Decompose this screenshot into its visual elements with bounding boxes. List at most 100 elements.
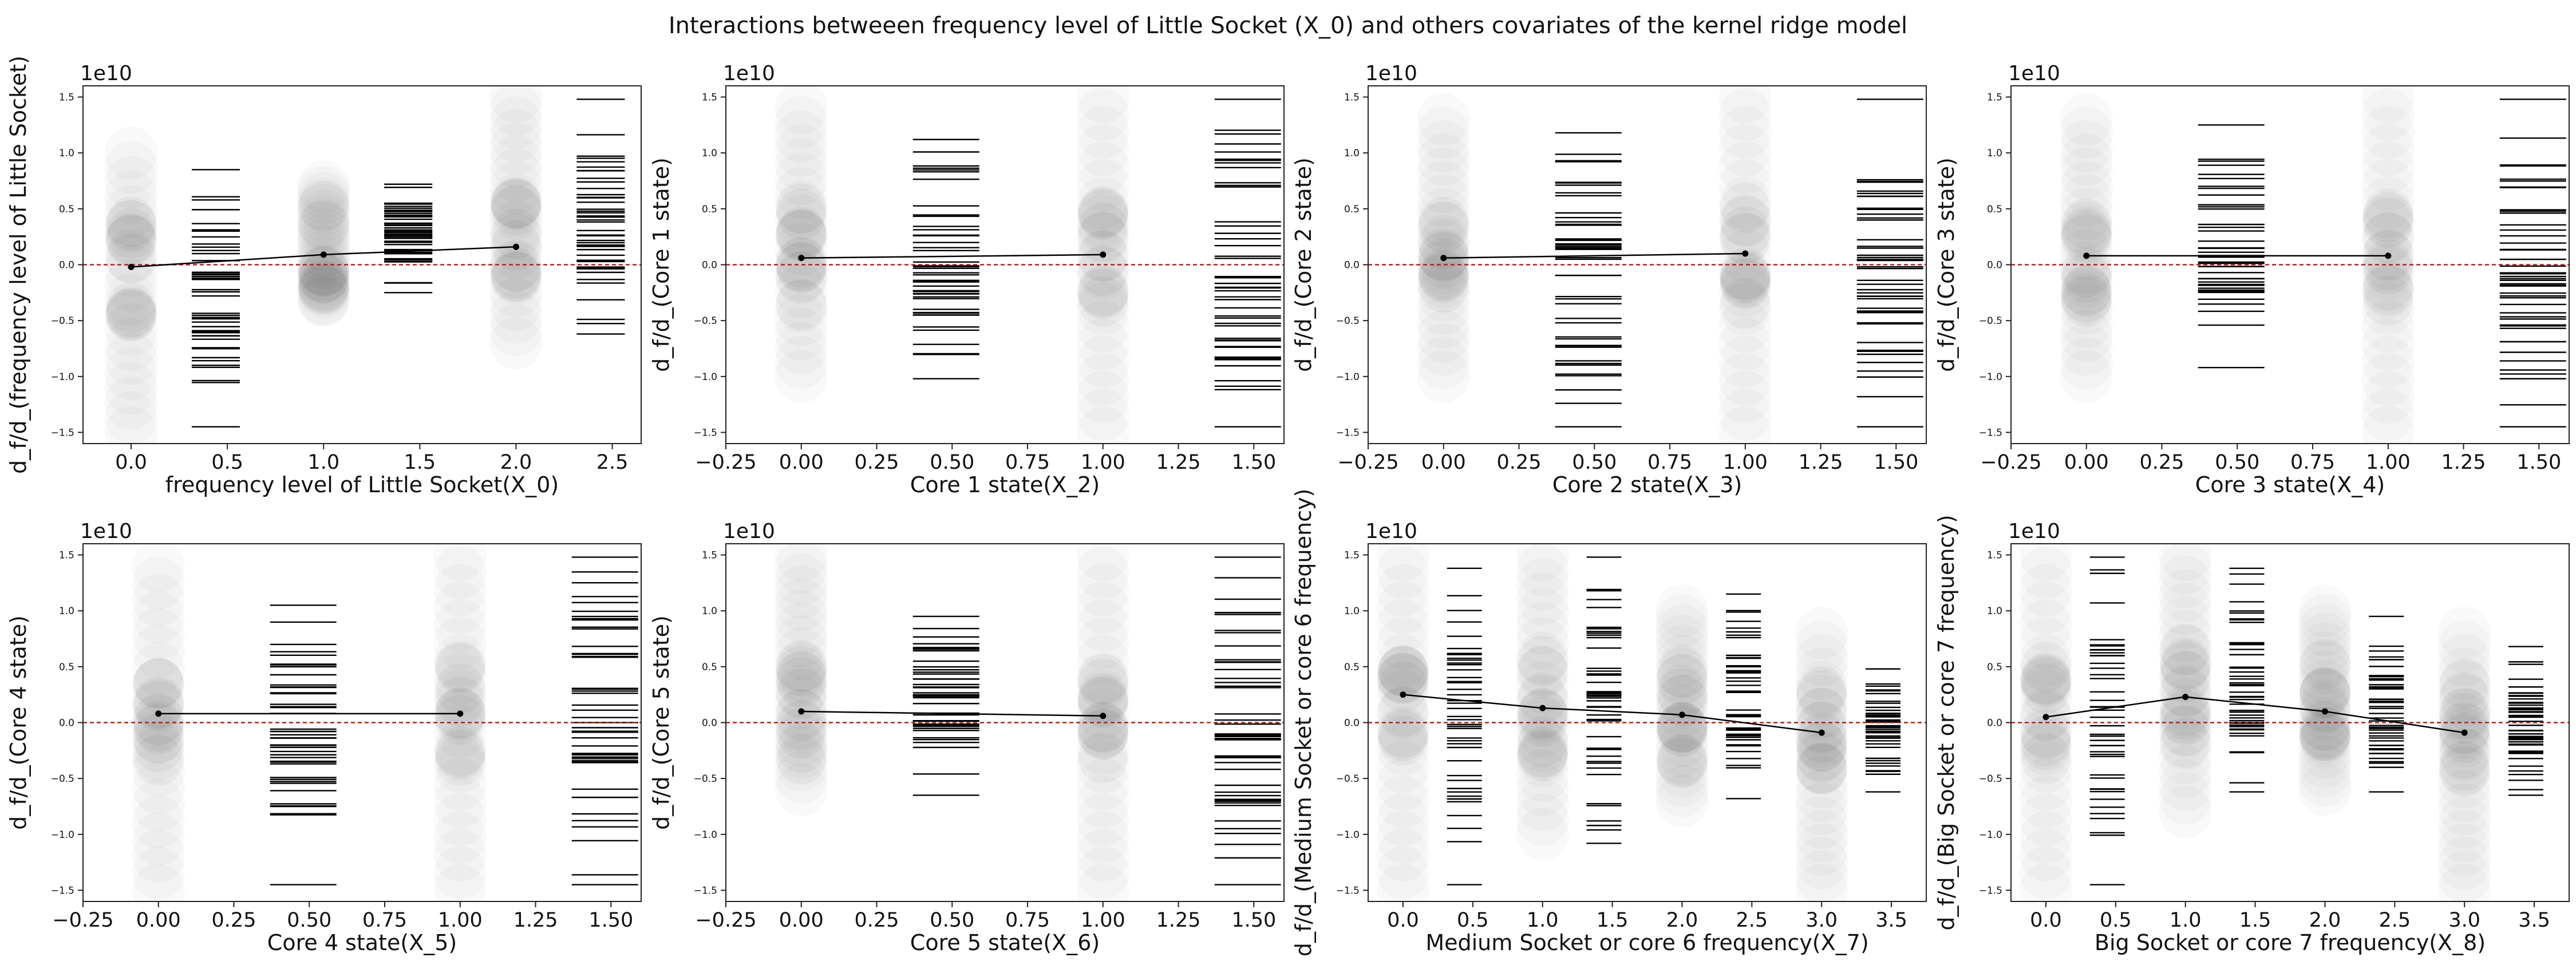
y-tick-label: 1.0 <box>59 148 74 159</box>
scatter-point <box>491 208 542 259</box>
y-tick-label: −1.5 <box>1336 427 1360 438</box>
x-tick-label: 1.50 <box>2516 451 2561 474</box>
mean-point <box>1100 713 1107 719</box>
mean-line <box>801 710 1103 717</box>
scatter-point <box>2020 654 2071 705</box>
scatter-point <box>1720 249 1771 300</box>
scatter-point <box>1077 268 1128 319</box>
scatter-point <box>776 210 827 261</box>
x-axis-label: Core 2 state(X_3) <box>1552 472 1742 497</box>
scatter-point <box>1418 219 1469 270</box>
x-tick-label: 2.0 <box>500 451 532 474</box>
subplot-6: −1.5 −1.0 −0.5 0.0 0.5 1.0 1.5 −0.25 0.00 0.25 0.5… <box>649 520 1285 955</box>
mean-point <box>2042 714 2049 721</box>
scatter-point <box>1657 654 1708 705</box>
mean-point <box>2385 252 2392 259</box>
mean-point <box>1742 250 1749 257</box>
y-tick-label: −1.5 <box>51 885 74 896</box>
y-tick-label: 1.0 <box>1344 148 1360 159</box>
scatter-point <box>1377 645 1428 696</box>
scatter-point <box>133 658 184 709</box>
scatter-point <box>2061 264 2112 315</box>
y-tick-label: 0.5 <box>59 204 74 215</box>
scatter-point <box>776 669 827 719</box>
scatter-point <box>775 82 828 135</box>
x-tick-label: 0.50 <box>1572 451 1617 474</box>
subplot-7: −1.5 −1.0 −0.5 0.0 0.5 1.0 1.5 0.0 0.5 1.0 1.5 2.0 2… <box>1291 489 1927 956</box>
x-tick-label: 1.5 <box>2239 909 2271 932</box>
scatter-point <box>776 708 827 759</box>
y-tick-label: 1.5 <box>1344 550 1360 561</box>
scatter-point <box>298 252 349 303</box>
scatter-point <box>105 126 157 179</box>
scatter-point <box>2020 663 2071 714</box>
scatter-point <box>1377 715 1428 766</box>
mean-line <box>801 254 1103 259</box>
scatter-point <box>1796 712 1847 763</box>
y-axis-label: d_f/d_(Big Socket or core 7 frequency) <box>1934 515 1959 930</box>
scatter-point <box>776 207 827 258</box>
x-tick-label: 1.50 <box>588 909 633 932</box>
scatter-point <box>1796 687 1847 738</box>
scatter-point <box>1795 607 1848 659</box>
x-tick-label: 0.75 <box>1647 451 1692 474</box>
scatter-point <box>1796 666 1847 717</box>
y-tick-label: −0.5 <box>1336 773 1360 785</box>
x-tick-label: 1.00 <box>2366 451 2411 474</box>
y-tick-label: 0.5 <box>1987 662 2002 673</box>
scatter-point <box>106 282 157 333</box>
scatter-point <box>2300 666 2350 717</box>
subplot-8: −1.5 −1.0 −0.5 0.0 0.5 1.0 1.5 0.0 0.5 1.0 1.5 2.0 2… <box>1934 515 2570 955</box>
scatter-point <box>776 722 827 773</box>
plot-area <box>2011 98 2569 428</box>
y-tick-label: 0.0 <box>1987 260 2002 271</box>
scatter-point <box>1077 189 1128 240</box>
figure-title: Interactions betweeen frequency level of… <box>668 13 1908 39</box>
scatter-point <box>776 641 827 692</box>
scatter-point <box>491 251 542 302</box>
scatter-point <box>1517 726 1568 777</box>
mean-point <box>512 243 519 250</box>
x-tick-label: 0.75 <box>362 909 407 932</box>
y-exponent-label: 1e10 <box>80 520 132 543</box>
x-tick-label: 1.00 <box>1723 451 1768 474</box>
scatter-point <box>1377 661 1428 712</box>
scatter-point <box>1719 71 1772 124</box>
subplot-4: −1.5 −1.0 −0.5 0.0 0.5 1.0 1.5 −0.25 0.00 0.25 0.5… <box>1934 62 2570 497</box>
scatter-point <box>1418 262 1469 313</box>
scatter-point <box>133 694 184 745</box>
scatter-point <box>1656 584 1708 637</box>
x-tick-label: 0.0 <box>1387 909 1419 932</box>
x-tick-label: 0.50 <box>930 451 974 474</box>
plot-area <box>2011 556 2569 885</box>
mean-point <box>798 255 805 262</box>
x-tick-label: 1.25 <box>1156 451 1201 474</box>
scatter-point <box>776 656 827 707</box>
x-tick-label: −0.25 <box>1337 451 1398 474</box>
scatter-point <box>106 288 157 339</box>
scatter-point <box>491 180 542 231</box>
scatter-point <box>2300 711 2350 762</box>
y-axis-label: d_f/d_(Core 5 state) <box>649 615 674 830</box>
mean-point <box>1400 691 1406 698</box>
x-tick-label: 0.75 <box>1005 451 1050 474</box>
scatter-point <box>2061 198 2112 249</box>
x-tick-label: 0.25 <box>855 451 899 474</box>
scatter-point <box>2439 693 2490 744</box>
scatter-point <box>133 721 184 772</box>
scatter-point <box>2061 276 2112 327</box>
x-axis-label: Big Socket or core 7 frequency(X_8) <box>2095 930 2486 955</box>
x-axis-label: Core 1 state(X_2) <box>910 472 1100 497</box>
scatter-point <box>1517 635 1568 686</box>
plot-area <box>1368 556 1926 885</box>
x-tick-label: 0.50 <box>2215 451 2259 474</box>
scatter-point <box>434 735 485 786</box>
scatter-point <box>2061 205 2112 256</box>
x-tick-label: 3.0 <box>2448 909 2480 932</box>
scatter-point <box>2160 651 2211 702</box>
mean-point <box>2461 729 2468 736</box>
scatter-point <box>1077 708 1128 759</box>
scatter-point <box>434 643 485 694</box>
mean-point <box>1678 711 1685 718</box>
scatter-point <box>1720 278 1771 329</box>
